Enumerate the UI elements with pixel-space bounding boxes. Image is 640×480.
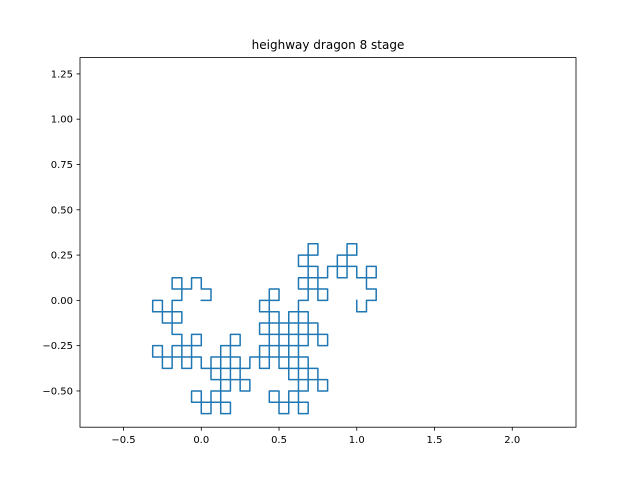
x-tick-label: 1.0 [349, 435, 365, 446]
x-tick-label: 1.5 [427, 435, 443, 446]
y-tick-label: 0.00 [51, 296, 73, 307]
y-tick-label: 0.25 [51, 251, 73, 262]
plot-area [79, 57, 577, 428]
dragon-curve-line [151, 243, 377, 415]
y-tick-label: 0.75 [51, 160, 73, 171]
x-tick-label: 0.5 [271, 435, 287, 446]
y-tick-label: −0.50 [42, 386, 73, 397]
y-axis: −0.50 −0.25 0.00 0.25 0.50 0.75 1.00 1.25 [42, 69, 80, 397]
x-tick-label: 0.0 [193, 435, 209, 446]
x-tick-label: 2.0 [504, 435, 520, 446]
x-tick-label: −0.5 [111, 435, 135, 446]
y-tick-label: 1.00 [51, 115, 73, 126]
y-tick-label: −0.25 [42, 341, 73, 352]
axes-frame [79, 57, 577, 428]
chart-title: heighway dragon 8 stage [252, 38, 405, 52]
y-tick-label: 0.50 [51, 205, 73, 216]
x-axis: −0.5 0.0 0.5 1.0 1.5 2.0 [111, 427, 520, 446]
y-tick-label: 1.25 [51, 69, 73, 80]
series-layer [151, 243, 377, 415]
